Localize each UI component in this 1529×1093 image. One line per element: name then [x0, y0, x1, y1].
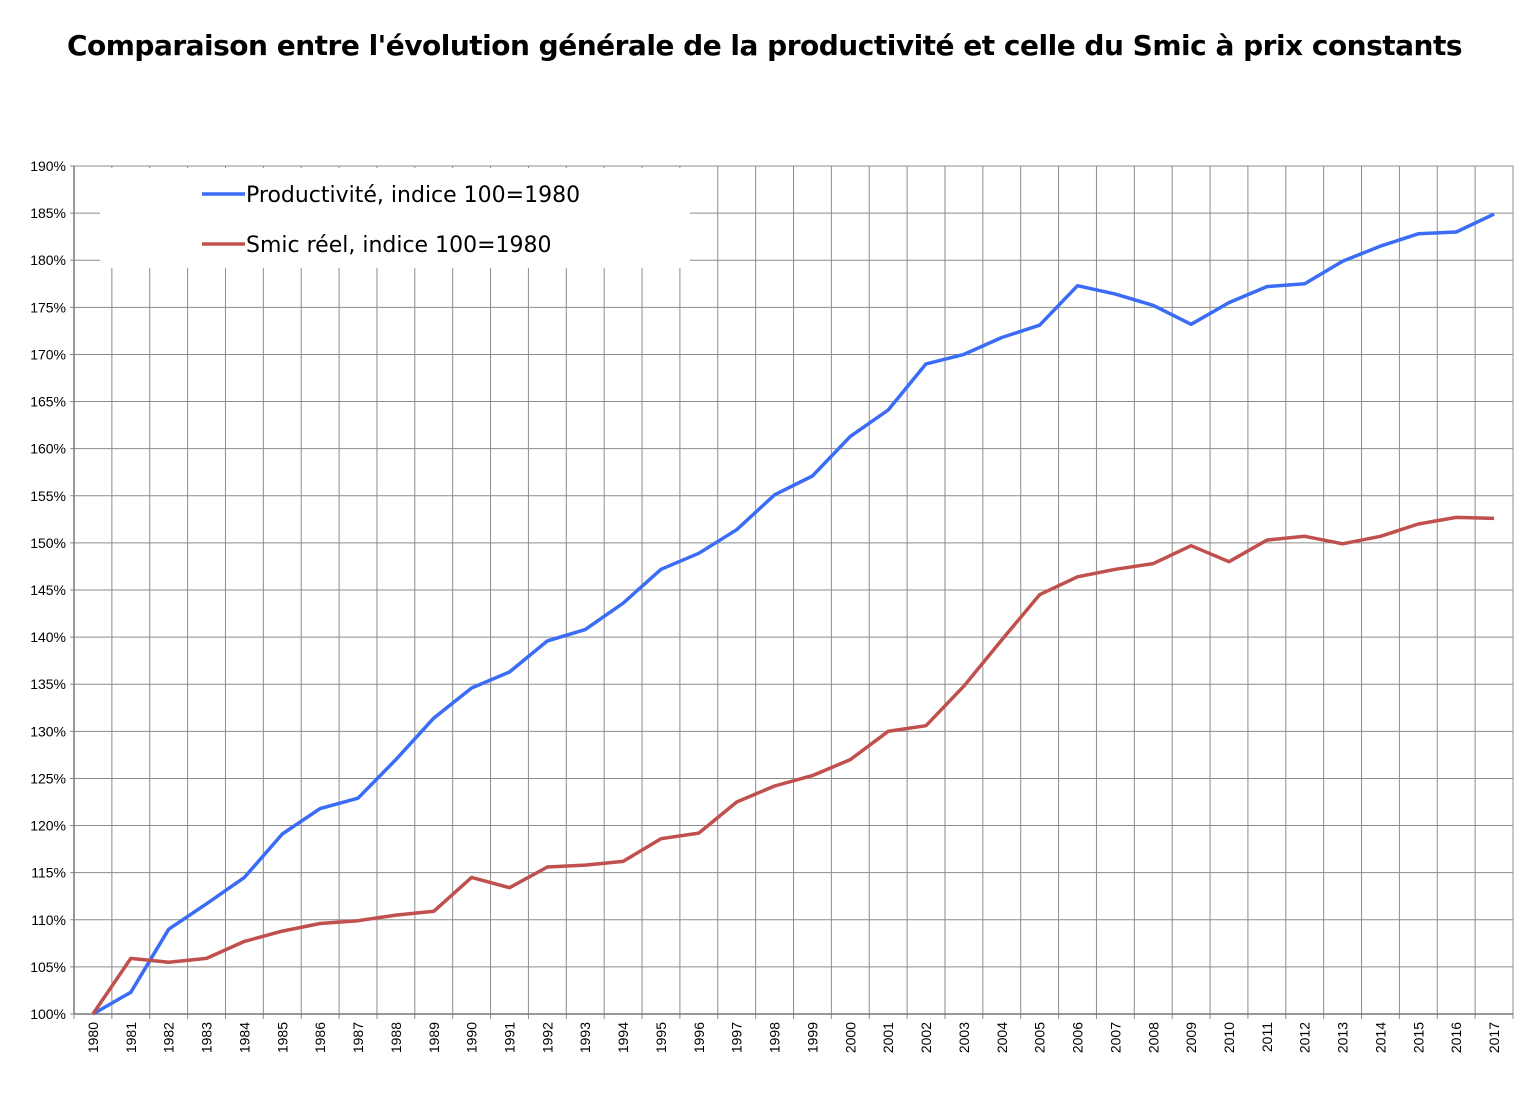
y-tick-label: 105% — [30, 959, 66, 975]
y-tick-label: 120% — [30, 818, 66, 834]
x-tick-label: 1995 — [653, 1022, 669, 1053]
y-tick-label: 190% — [30, 158, 66, 174]
series-lines — [91, 212, 1495, 1016]
x-tick-label: 1996 — [691, 1022, 707, 1053]
y-tick-label: 150% — [30, 535, 66, 551]
grid — [70, 165, 1514, 1019]
x-tick-label: 2015 — [1410, 1022, 1426, 1053]
y-tick-label: 185% — [30, 205, 66, 221]
x-tick-label: 2000 — [842, 1022, 858, 1053]
x-tick-label: 2016 — [1448, 1022, 1464, 1053]
x-tick-label: 1985 — [274, 1022, 290, 1053]
x-tick-label: 2003 — [956, 1022, 972, 1053]
x-tick-label: 1981 — [123, 1022, 139, 1053]
x-tick-label: 2002 — [918, 1022, 934, 1053]
y-axis-ticks: 100% 105% 110% 115% 120% 125% 130% 135% 140% 145%… — [30, 158, 66, 1022]
x-tick-label: 1988 — [388, 1022, 404, 1053]
y-tick-label: 140% — [30, 629, 66, 645]
x-tick-label: 1980 — [85, 1022, 101, 1053]
x-tick-label: 1994 — [615, 1022, 631, 1053]
x-tick-label: 1993 — [577, 1022, 593, 1053]
y-tick-label: 100% — [30, 1006, 66, 1022]
y-tick-label: 145% — [30, 582, 66, 598]
x-tick-label: 2009 — [1183, 1022, 1199, 1053]
x-tick-label: 1998 — [767, 1022, 783, 1053]
x-tick-label: 1992 — [539, 1022, 555, 1053]
series-line-1 — [91, 515, 1495, 1015]
y-tick-label: 175% — [30, 299, 66, 315]
x-axis-ticks: 1980 1981 1982 1983 1984 1985 1986 1987 1988 1989… — [85, 1022, 1502, 1053]
legend-label-1: Smic réel, indice 100=1980 — [246, 233, 552, 258]
y-tick-label: 155% — [30, 488, 66, 504]
x-tick-label: 2011 — [1259, 1022, 1275, 1052]
x-tick-label: 1984 — [236, 1022, 252, 1053]
x-tick-label: 1989 — [426, 1022, 442, 1053]
x-tick-label: 2010 — [1221, 1022, 1237, 1053]
y-tick-label: 130% — [30, 723, 66, 739]
y-tick-label: 125% — [30, 770, 66, 786]
y-tick-label: 180% — [30, 252, 66, 268]
y-tick-label: 160% — [30, 441, 66, 457]
x-tick-label: 1987 — [350, 1022, 366, 1053]
y-tick-label: 115% — [31, 865, 66, 881]
chart-title: Comparaison entre l'évolution générale d… — [66, 29, 1463, 62]
x-tick-label: 2007 — [1107, 1022, 1123, 1053]
legend: Productivité, indice 100=1980 Smic réel, … — [100, 168, 690, 268]
x-tick-label: 1982 — [161, 1022, 177, 1053]
x-tick-label: 2012 — [1297, 1022, 1313, 1053]
y-tick-label: 170% — [30, 346, 66, 362]
x-tick-label: 2006 — [1070, 1022, 1086, 1053]
x-tick-label: 2008 — [1145, 1022, 1161, 1053]
x-tick-label: 2013 — [1335, 1022, 1351, 1053]
x-tick-label: 1983 — [199, 1022, 215, 1053]
x-tick-label: 2001 — [880, 1022, 896, 1053]
legend-label-0: Productivité, indice 100=1980 — [246, 183, 580, 208]
series-line-0 — [92, 212, 1495, 1016]
x-tick-label: 2004 — [994, 1022, 1010, 1053]
x-tick-label: 1990 — [464, 1022, 480, 1053]
x-tick-label: 2005 — [1032, 1022, 1048, 1053]
y-tick-label: 135% — [30, 676, 66, 692]
y-tick-label: 165% — [30, 394, 66, 410]
x-tick-label: 1991 — [501, 1022, 517, 1053]
x-tick-label: 2014 — [1372, 1022, 1388, 1053]
x-tick-label: 2017 — [1486, 1022, 1502, 1053]
x-tick-label: 1997 — [729, 1022, 745, 1053]
x-tick-label: 1999 — [804, 1022, 820, 1053]
x-tick-label: 1986 — [312, 1022, 328, 1053]
y-tick-label: 110% — [31, 912, 66, 928]
legend-box — [100, 168, 690, 268]
